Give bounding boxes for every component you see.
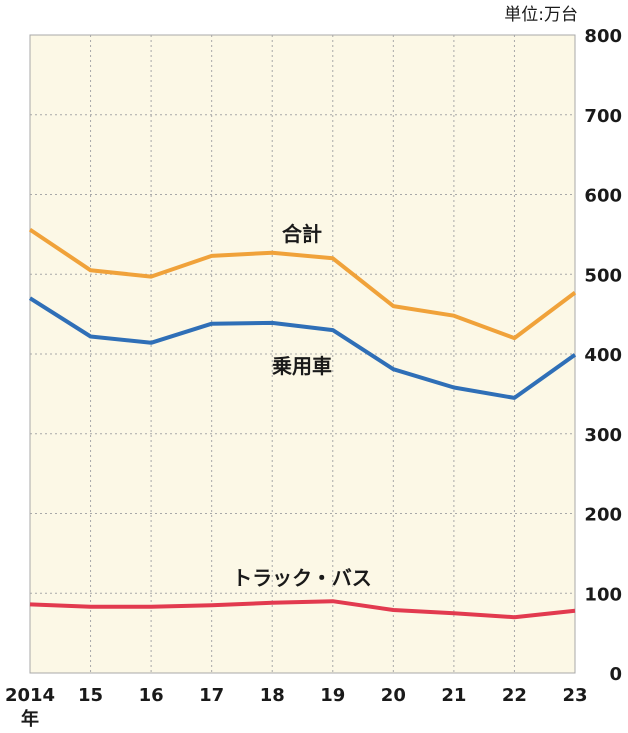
x-tick-label: 21 bbox=[441, 685, 466, 706]
y-tick-label: 100 bbox=[584, 584, 622, 605]
x-tick-label: 22 bbox=[502, 685, 527, 706]
y-tick-label: 200 bbox=[584, 505, 622, 526]
x-axis-year-suffix: 年 bbox=[21, 708, 39, 730]
x-tick-label: 23 bbox=[562, 685, 587, 706]
x-tick-label: 2014 bbox=[5, 685, 55, 706]
x-tick-label: 16 bbox=[139, 685, 164, 706]
series-line-0 bbox=[28, 227, 577, 341]
series-line-1 bbox=[28, 296, 577, 400]
x-axis-ticks: 2014 15 16 17 18 19 20 21 22 23 bbox=[5, 685, 588, 706]
x-tick-label: 17 bbox=[199, 685, 224, 706]
unit-label: 単位:万台 bbox=[504, 5, 578, 25]
y-tick-label: 600 bbox=[584, 186, 622, 207]
y-tick-label: 500 bbox=[584, 265, 622, 286]
y-tick-label: 800 bbox=[584, 26, 622, 47]
y-tick-label: 400 bbox=[584, 345, 622, 366]
x-tick-label: 18 bbox=[260, 685, 285, 706]
x-tick-label: 20 bbox=[381, 685, 406, 706]
y-tick-label: 700 bbox=[584, 106, 622, 127]
series-label-truck-bus: トラック・バス bbox=[232, 566, 372, 590]
y-tick-label: 0 bbox=[609, 664, 622, 685]
x-tick-label: 15 bbox=[78, 685, 103, 706]
series-label-total: 合計 bbox=[282, 222, 322, 246]
series-line-2 bbox=[29, 599, 576, 620]
y-axis-ticks: 0 100 200 300 400 500 600 700 800 bbox=[584, 26, 622, 685]
x-tick-label: 19 bbox=[320, 685, 345, 706]
series-lines bbox=[28, 227, 577, 620]
y-tick-label: 300 bbox=[584, 425, 622, 446]
series-label-passenger: 乗用車 bbox=[272, 354, 332, 378]
